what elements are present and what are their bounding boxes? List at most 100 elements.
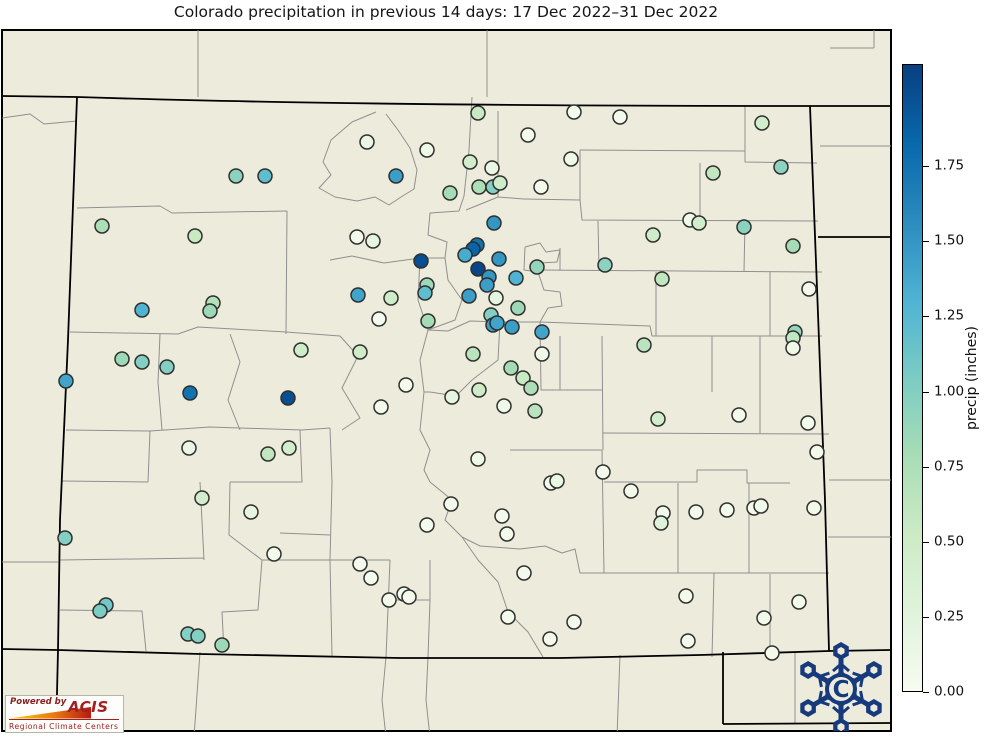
station-dot: [461, 288, 477, 304]
station-dot: [260, 446, 276, 462]
station-dot: [534, 324, 550, 340]
station-dot: [489, 315, 505, 331]
station-dot: [549, 473, 565, 489]
station-dot: [566, 104, 582, 120]
station-dot: [508, 270, 524, 286]
station-dot: [417, 285, 433, 301]
station-dot: [293, 342, 309, 358]
station-dot: [515, 370, 531, 386]
station-dot: [359, 134, 375, 150]
station-dot: [365, 233, 381, 249]
station-dot: [494, 508, 510, 524]
station-dot: [719, 502, 735, 518]
station-dot: [92, 603, 108, 619]
station-dot: [496, 398, 512, 414]
station-dot: [500, 609, 516, 625]
station-dot: [503, 360, 519, 376]
station-dot: [420, 313, 436, 329]
station-dot: [492, 175, 508, 191]
station-dot: [486, 215, 502, 231]
station-dot: [419, 142, 435, 158]
station-dot: [533, 179, 549, 195]
station-dot: [442, 185, 458, 201]
colorbar-tick: [923, 692, 929, 693]
acis-subtitle-text: Regional Climate Centers: [9, 722, 119, 731]
state-borders: [2, 95, 891, 731]
station-dot: [510, 300, 526, 316]
station-dot: [756, 610, 772, 626]
station-dot: [801, 281, 817, 297]
station-dot: [499, 526, 515, 542]
station-dot: [181, 440, 197, 456]
acis-powered-by-text: Powered by: [10, 697, 67, 707]
station-dot: [520, 127, 536, 143]
map-frame: [1, 29, 892, 732]
colorbar-tick-label: 1.75: [934, 157, 965, 174]
colorbar-tick: [923, 466, 929, 468]
station-dot: [529, 259, 545, 275]
station-dot: [190, 628, 206, 644]
station-dot: [680, 633, 696, 649]
colorbar-tick: [923, 541, 929, 543]
station-dot: [809, 444, 825, 460]
station-dot: [462, 154, 478, 170]
station-dot: [636, 337, 652, 353]
colorbar-axis-label: precip (inches): [964, 325, 980, 431]
colorbar-tick: [923, 166, 929, 168]
station-dot: [443, 496, 459, 512]
station-dot: [228, 168, 244, 184]
snowflake-logo: C: [800, 642, 882, 731]
station-dot: [194, 490, 210, 506]
station-dot: [388, 168, 404, 184]
acis-divider: [9, 719, 119, 720]
station-dot: [457, 247, 473, 263]
station-dot: [566, 614, 582, 630]
station-dot: [534, 346, 550, 362]
station-dot: [413, 253, 429, 269]
station-dot: [612, 109, 628, 125]
station-dot: [243, 504, 259, 520]
station-dot: [688, 504, 704, 520]
station-dot: [484, 160, 500, 176]
acis-name-text: ACIS: [68, 698, 109, 716]
station-dot: [654, 271, 670, 287]
station-dot: [350, 287, 366, 303]
station-dot: [595, 464, 611, 480]
station-dot: [349, 229, 365, 245]
station-dot: [281, 440, 297, 456]
station-dot: [491, 251, 507, 267]
station-dot: [94, 218, 110, 234]
station-dot: [653, 515, 669, 531]
colorbar-tick-label: 0.00: [934, 683, 965, 700]
station-dot: [444, 389, 460, 405]
station-dot: [736, 219, 752, 235]
station-dot: [479, 277, 495, 293]
colorbar-tick: [923, 391, 929, 393]
station-dot: [373, 399, 389, 415]
station-dot: [691, 215, 707, 231]
station-dot: [563, 151, 579, 167]
figure-title: Colorado precipitation in previous 14 da…: [173, 3, 719, 21]
station-dot: [678, 588, 694, 604]
station-dot: [352, 556, 368, 572]
station-dot: [134, 302, 150, 318]
station-dot: [58, 373, 74, 389]
station-dot: [280, 390, 296, 406]
station-dot: [214, 637, 230, 653]
acis-logo: Powered by ACIS Regional Climate Centers: [5, 695, 124, 733]
station-dot: [516, 565, 532, 581]
station-dot: [471, 179, 487, 195]
colorbar: [902, 64, 923, 692]
station-dot: [383, 290, 399, 306]
station-dot: [182, 385, 198, 401]
station-dot: [488, 290, 504, 306]
colorbar-tick-label: 1.00: [934, 383, 965, 400]
station-dot: [806, 500, 822, 516]
station-dot: [645, 227, 661, 243]
station-dot: [597, 257, 613, 273]
station-dot: [470, 105, 486, 121]
colorbar-tick-label: 0.25: [934, 608, 965, 625]
station-dot: [419, 517, 435, 533]
colorbar-tick: [923, 616, 929, 618]
